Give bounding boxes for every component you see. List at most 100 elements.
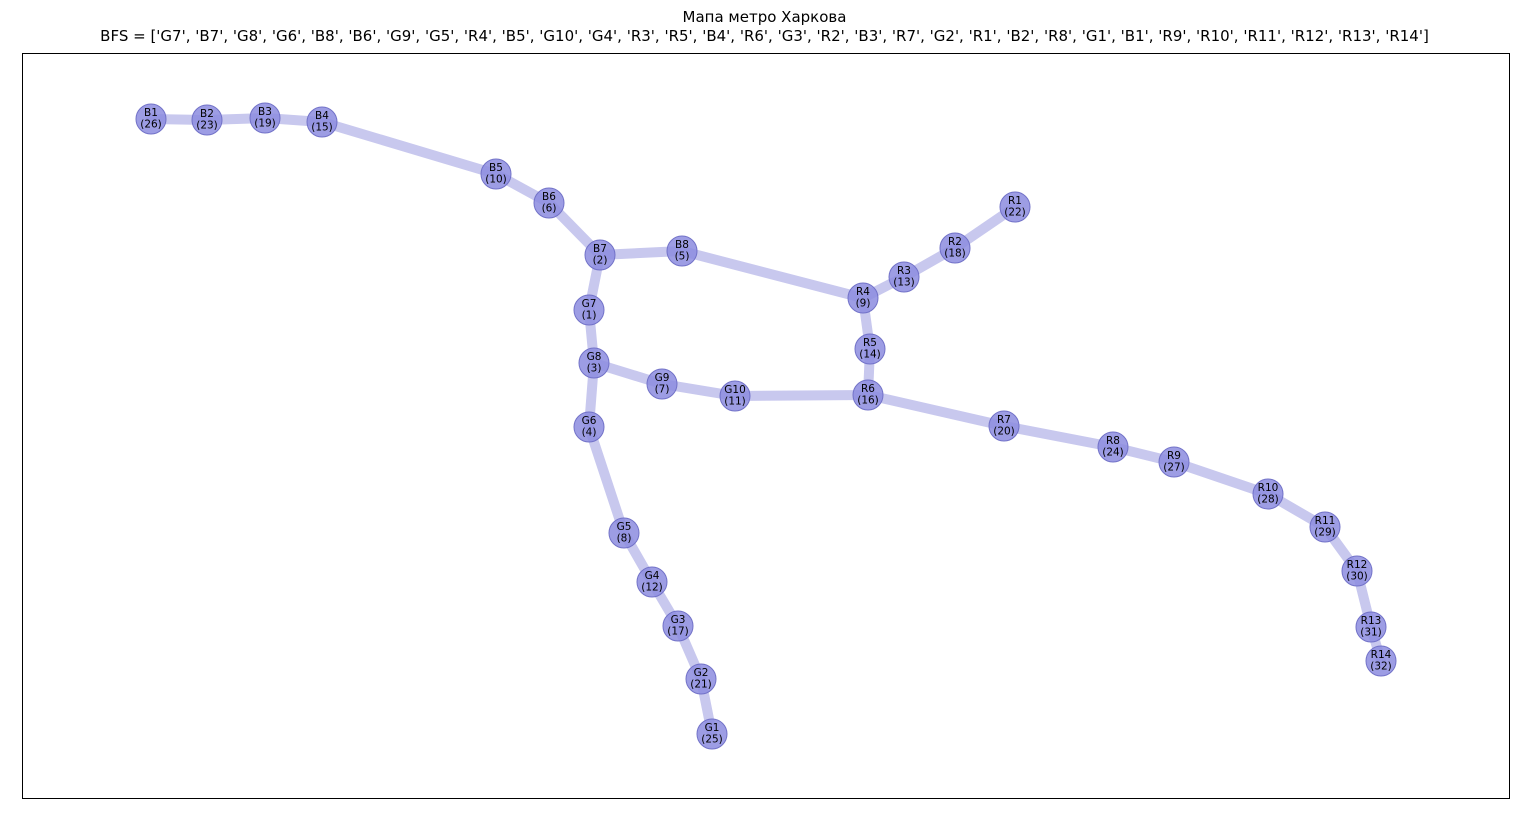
station-circle: [249, 102, 281, 134]
edges-layer: [146, 113, 1386, 739]
station-circle: [578, 347, 610, 379]
station-name-label: G10: [724, 384, 746, 396]
station-B6: B6(6): [533, 187, 565, 219]
station-order-label: (21): [690, 679, 712, 691]
station-name-label: B4: [315, 110, 329, 122]
station-R10: R10(28): [1252, 478, 1284, 510]
station-circle: [852, 379, 884, 411]
station-G5: G5(8): [608, 517, 640, 549]
station-B4: B4(15): [306, 106, 338, 138]
station-name-label: B7: [593, 243, 607, 255]
station-G2: G2(21): [685, 663, 717, 695]
station-circle: [306, 106, 338, 138]
station-circle: [696, 718, 728, 750]
station-circle: [191, 104, 223, 136]
station-order-label: (8): [617, 533, 632, 545]
station-order-label: (16): [857, 395, 879, 407]
station-name-label: R1: [1008, 195, 1022, 207]
station-order-label: (23): [196, 120, 218, 132]
station-circle: [1097, 431, 1129, 463]
edge-B4-B5: [317, 117, 501, 179]
station-circle: [1158, 446, 1190, 478]
station-circle: [888, 261, 920, 293]
edge-G10-R6: [730, 390, 873, 401]
edge-G6-G5: [584, 422, 629, 538]
station-R11: R11(29): [1309, 511, 1341, 543]
station-R9: R9(27): [1158, 446, 1190, 478]
station-R14: R14(32): [1365, 645, 1397, 677]
station-circle: [1252, 478, 1284, 510]
edge-R9-R10: [1169, 457, 1273, 499]
station-circle: [480, 158, 512, 190]
station-B8: B8(5): [666, 235, 698, 267]
station-order-label: (30): [1346, 571, 1368, 583]
station-order-label: (5): [675, 251, 690, 263]
station-order-label: (12): [641, 582, 663, 594]
station-G3: G3(17): [662, 610, 694, 642]
station-G1: G1(25): [696, 718, 728, 750]
station-circle: [999, 191, 1031, 223]
station-name-label: G3: [671, 614, 686, 626]
station-order-label: (19): [254, 118, 276, 130]
station-order-label: (18): [944, 248, 966, 260]
station-circle: [719, 380, 751, 412]
station-name-label: G8: [587, 351, 602, 363]
station-order-label: (29): [1314, 527, 1336, 539]
station-G8: G8(3): [578, 347, 610, 379]
station-R1: R1(22): [999, 191, 1031, 223]
station-order-label: (1): [582, 310, 597, 322]
station-name-label: B3: [258, 106, 272, 118]
station-name-label: G7: [582, 298, 597, 310]
station-name-label: R11: [1315, 515, 1336, 527]
nodes-layer: B1(26) B2(23) B3(19) B4(15) B5(10) B6(6) B7(2)…: [135, 102, 1397, 750]
station-circle: [573, 294, 605, 326]
station-name-label: G6: [582, 415, 597, 427]
station-R5: R5(14): [854, 333, 886, 365]
station-order-label: (20): [993, 426, 1015, 438]
station-circle: [939, 232, 971, 264]
station-G6: G6(4): [573, 411, 605, 443]
station-name-label: B1: [144, 107, 158, 119]
station-circle: [1355, 611, 1387, 643]
station-R8: R8(24): [1097, 431, 1129, 463]
station-order-label: (22): [1004, 207, 1026, 219]
edge-R7-R8: [999, 421, 1118, 452]
station-G7: G7(1): [573, 294, 605, 326]
station-circle: [1341, 555, 1373, 587]
station-circle: [847, 282, 879, 314]
station-order-label: (9): [856, 298, 871, 310]
station-name-label: R7: [997, 414, 1011, 426]
station-order-label: (31): [1360, 627, 1382, 639]
station-order-label: (14): [859, 349, 881, 361]
station-circle: [685, 663, 717, 695]
station-circle: [636, 566, 668, 598]
plot-frame: [22, 53, 1510, 799]
station-R12: R12(30): [1341, 555, 1373, 587]
station-name-label: G2: [694, 667, 709, 679]
station-circle: [666, 235, 698, 267]
station-G9: G9(7): [646, 368, 678, 400]
station-name-label: R13: [1361, 615, 1382, 627]
station-name-label: R4: [856, 286, 870, 298]
station-R2: R2(18): [939, 232, 971, 264]
station-name-label: B2: [200, 108, 214, 120]
bfs-order-line: BFS = ['G7', 'B7', 'G8', 'G6', 'B8', 'B6…: [100, 27, 1429, 45]
station-circle: [662, 610, 694, 642]
chart-title: Мапа метро Харкова BFS = ['G7', 'B7', 'G…: [0, 8, 1529, 46]
station-R3: R3(13): [888, 261, 920, 293]
station-B1: B1(26): [135, 103, 167, 135]
station-circle: [1365, 645, 1397, 677]
station-name-label: R12: [1347, 559, 1368, 571]
station-circle: [646, 368, 678, 400]
edge-B8-R4: [677, 246, 868, 303]
station-name-label: R9: [1167, 450, 1181, 462]
station-circle: [608, 517, 640, 549]
station-R6: R6(16): [852, 379, 884, 411]
station-B5: B5(10): [480, 158, 512, 190]
station-order-label: (4): [582, 427, 597, 439]
station-name-label: G1: [705, 722, 720, 734]
station-name-label: R5: [863, 337, 877, 349]
station-B3: B3(19): [249, 102, 281, 134]
station-B7: B7(2): [584, 239, 616, 271]
